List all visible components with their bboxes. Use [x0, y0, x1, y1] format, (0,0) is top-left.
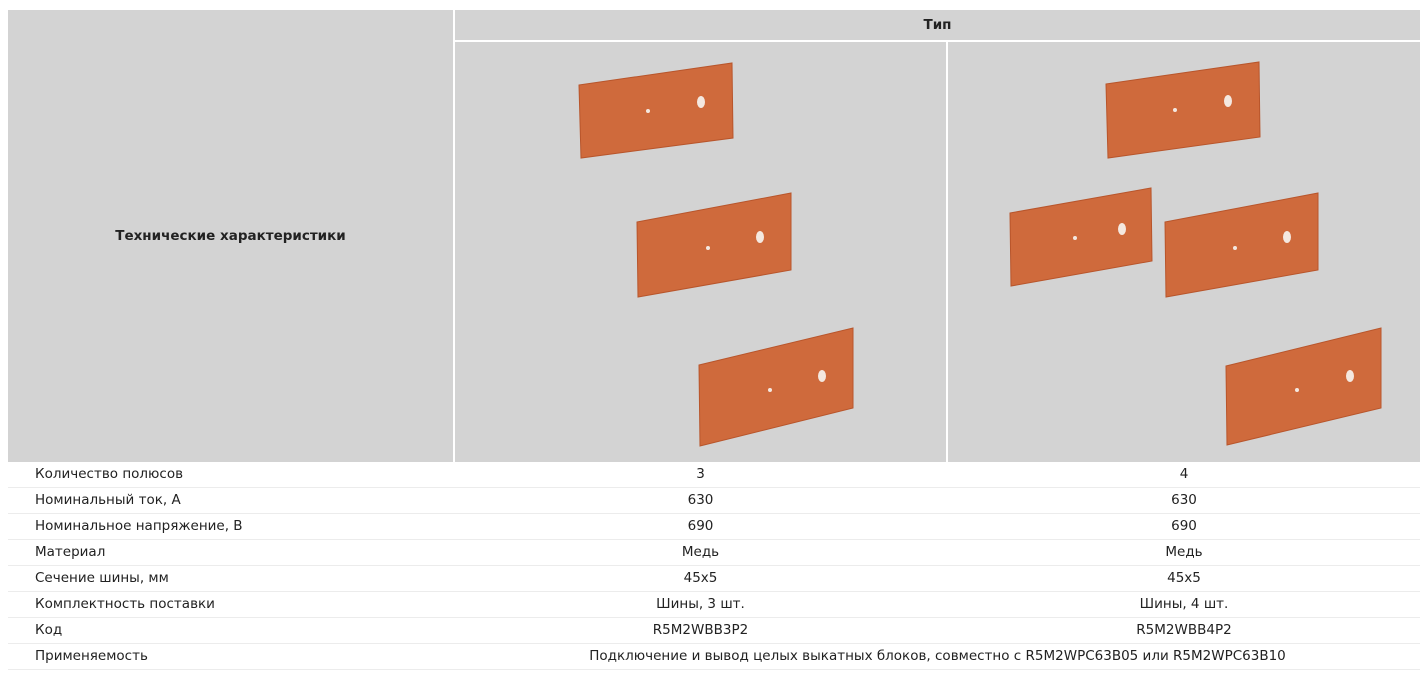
spec-row: Номинальный ток, А 630 630 — [8, 488, 1420, 514]
spec-row: Материал Медь Медь — [8, 540, 1420, 566]
spec-value: Шины, 4 шт. — [1139, 596, 1229, 612]
spec-value: R5M2WBB4P2 — [1136, 622, 1232, 638]
spec-label: Количество полюсов — [35, 466, 184, 482]
image-cell — [948, 42, 1420, 462]
spec-value: 690 — [1171, 518, 1197, 534]
spec-value: 690 — [687, 518, 714, 534]
spec-value: R5M2WBB3P2 — [652, 622, 749, 638]
spec-row: Комплектность поставки Шины, 3 шт. Шины, 4… — [8, 592, 1420, 618]
spec-value: Шины, 3 шт. — [656, 596, 745, 612]
spec-value: 45x5 — [1167, 570, 1201, 586]
spec-row: Применяемость Подключение и вывод целых в… — [8, 644, 1420, 670]
spec-value: Подключение и вывод целых выкатных блоко… — [589, 648, 1286, 664]
spec-label: Номинальный ток, А — [35, 492, 181, 508]
spec-value: 630 — [687, 492, 714, 508]
spec-label: Сечение шины, мм — [35, 570, 169, 586]
spec-row: Сечение шины, мм 45x5 45x5 — [8, 566, 1420, 592]
spec-value: 630 — [1171, 492, 1197, 508]
image-cell — [455, 42, 946, 462]
spec-row: Количество полюсов 3 4 — [8, 462, 1420, 488]
spec-value: 45x5 — [683, 570, 718, 586]
spec-value: 4 — [1179, 466, 1189, 482]
header-type: Тип — [455, 10, 1420, 40]
spec-label: Применяемость — [35, 648, 148, 664]
spec-label: Код — [35, 622, 63, 638]
spec-value: 3 — [696, 466, 705, 482]
spec-label: Номинальное напряжение, В — [35, 518, 243, 534]
header-title: Технические характеристики — [8, 10, 453, 462]
spec-row: Код R5M2WBB3P2 R5M2WBB4P2 — [8, 618, 1420, 644]
spec-row: Номинальное напряжение, В 690 690 — [8, 514, 1420, 540]
spec-value: Медь — [1165, 544, 1203, 560]
spec-value: Медь — [681, 544, 720, 560]
spec-label: Комплектность поставки — [35, 596, 215, 612]
spec-label: Материал — [35, 544, 106, 560]
